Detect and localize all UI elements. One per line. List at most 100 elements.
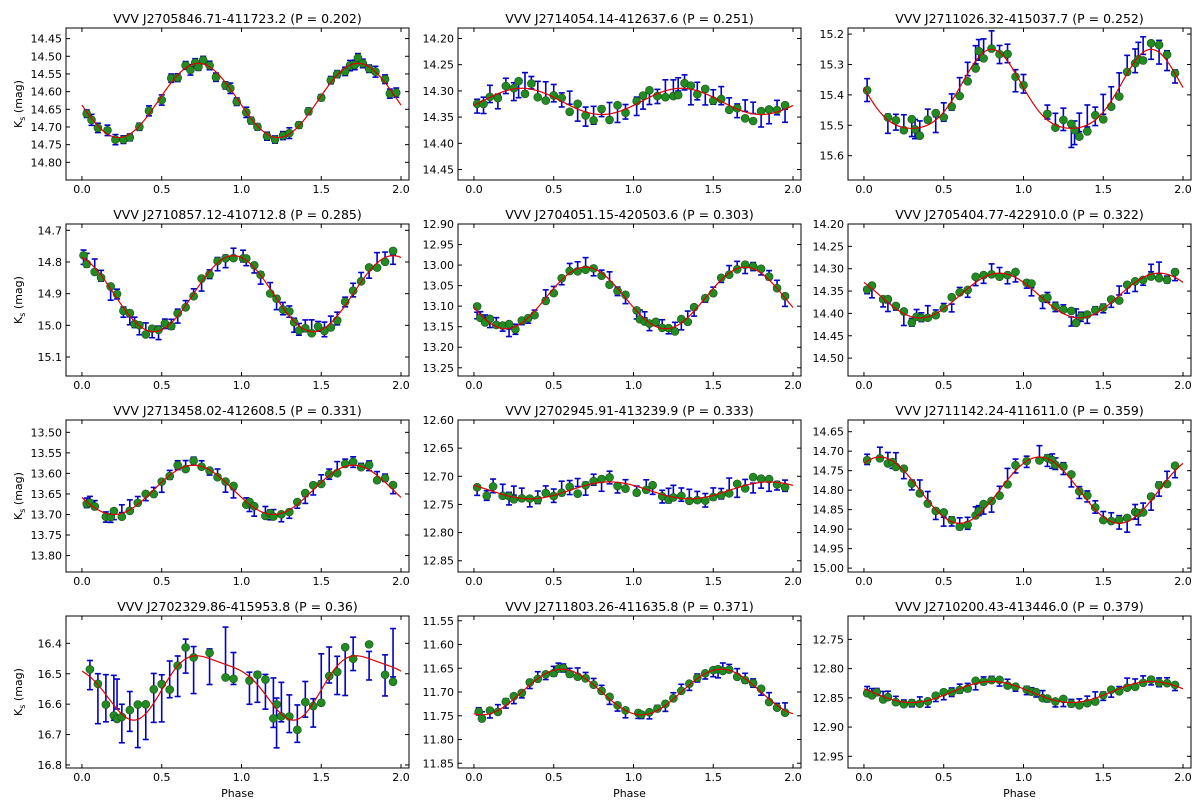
data-point	[285, 307, 294, 316]
x-tick-label: 0.5	[935, 183, 953, 196]
data-point	[931, 108, 941, 118]
y-axis-label: Ks (mag)	[12, 276, 27, 324]
plot-area	[473, 662, 794, 723]
y-tick-label: 14.35	[813, 285, 845, 298]
data-point	[1067, 306, 1076, 316]
light-curve-panel-11: VVV J2711803.26-411635.8 (P = 0.371) 0.0 0…	[423, 599, 802, 800]
data-point	[181, 643, 190, 652]
data-point	[638, 91, 648, 100]
x-tick-label: 0.0	[855, 183, 873, 196]
y-tick-label: 15.00	[813, 562, 845, 575]
data-point	[221, 673, 230, 682]
panel-title: VVV J2702329.86-415953.8 (P = 0.36)	[117, 599, 358, 614]
plot-area	[79, 246, 402, 341]
data-point	[253, 122, 262, 132]
data-point	[472, 302, 482, 311]
data-point	[1003, 49, 1012, 59]
data-point	[316, 698, 326, 708]
data-point	[340, 642, 350, 652]
data-point	[249, 501, 259, 511]
y-tick-label: 13.75	[31, 529, 63, 542]
x-tick-label: 1.0	[625, 771, 643, 784]
y-tick-label: 14.80	[813, 484, 845, 497]
data-point	[253, 670, 262, 679]
x-tick-label: 0.5	[545, 575, 563, 588]
y-tick-label: 12.75	[423, 498, 455, 511]
x-tick-label: 1.0	[1015, 379, 1033, 392]
y-tick-label: 12.85	[423, 555, 455, 568]
x-tick-label: 1.5	[313, 771, 331, 784]
data-point	[133, 700, 143, 709]
data-point	[597, 686, 606, 696]
x-axis-label: Phase	[1003, 787, 1036, 800]
data-point	[987, 44, 996, 53]
y-tick-label: 12.60	[423, 414, 455, 427]
data-point	[1083, 491, 1092, 500]
data-point	[693, 495, 702, 505]
y-tick-label: 13.20	[423, 341, 455, 354]
data-point	[1138, 56, 1148, 65]
data-point	[1162, 50, 1172, 59]
y-tick-label: 15.2	[820, 28, 845, 41]
data-point	[301, 488, 310, 498]
y-tick-label: 16.8	[38, 759, 63, 772]
y-tick-label: 11.70	[423, 686, 455, 699]
y-tick-label: 14.40	[813, 307, 845, 320]
y-tick-label: 13.55	[31, 447, 63, 460]
data-point	[565, 107, 574, 117]
model-fit-curve	[81, 255, 402, 333]
model-fit-curve	[863, 456, 1184, 524]
x-tick-label: 0.0	[73, 183, 91, 196]
x-tick-label: 1.0	[233, 183, 251, 196]
plot-area	[472, 71, 794, 128]
data-point	[205, 61, 214, 70]
panel-title: VVV J2704051.15-420503.6 (P = 0.303)	[505, 207, 754, 222]
data-point	[173, 73, 182, 82]
x-tick-label: 2.0	[392, 183, 410, 196]
data-point	[621, 484, 630, 494]
data-point	[1154, 481, 1164, 490]
model-fit-curve	[863, 272, 1184, 319]
panel-title: VVV J2705404.77-422910.0 (P = 0.322)	[895, 207, 1144, 222]
y-tick-label: 15.1	[38, 351, 63, 364]
y-tick-label: 16.6	[38, 698, 63, 711]
data-point	[133, 498, 143, 508]
data-point	[213, 472, 222, 482]
data-point	[269, 714, 278, 723]
data-point	[165, 685, 174, 694]
data-point	[541, 488, 551, 498]
data-point	[205, 648, 214, 658]
x-tick-label: 0.0	[465, 379, 483, 392]
y-tick-label: 13.65	[31, 488, 63, 501]
data-point	[1059, 462, 1068, 471]
data-point	[1154, 40, 1164, 50]
y-tick-label: 11.80	[423, 734, 455, 747]
data-point	[474, 707, 484, 716]
y-tick-label: 14.40	[423, 137, 455, 150]
y-tick-label: 16.7	[38, 729, 63, 742]
plot-area	[862, 444, 1184, 533]
data-point	[685, 496, 694, 506]
y-tick-label: 13.10	[423, 300, 455, 313]
data-point	[995, 272, 1004, 282]
y-tick-label: 14.45	[31, 33, 63, 46]
data-point	[661, 92, 670, 102]
data-point	[613, 286, 622, 296]
x-tick-label: 0.0	[855, 379, 873, 392]
data-point	[1162, 275, 1172, 285]
data-point	[125, 308, 135, 318]
y-tick-label: 14.70	[813, 445, 845, 458]
x-tick-label: 1.5	[705, 771, 723, 784]
data-point	[907, 318, 917, 327]
x-tick-label: 0.0	[465, 771, 483, 784]
data-point	[915, 699, 925, 708]
x-tick-label: 0.5	[935, 379, 953, 392]
data-point	[1170, 461, 1180, 471]
x-tick-label: 1.5	[1095, 379, 1113, 392]
data-point	[605, 692, 614, 702]
plot-area	[472, 470, 794, 508]
panel-title: VVV J2711803.26-411635.8 (P = 0.371)	[505, 599, 754, 614]
plot-frame	[847, 223, 1192, 377]
x-tick-label: 2.0	[1174, 379, 1192, 392]
data-point	[1114, 296, 1124, 305]
